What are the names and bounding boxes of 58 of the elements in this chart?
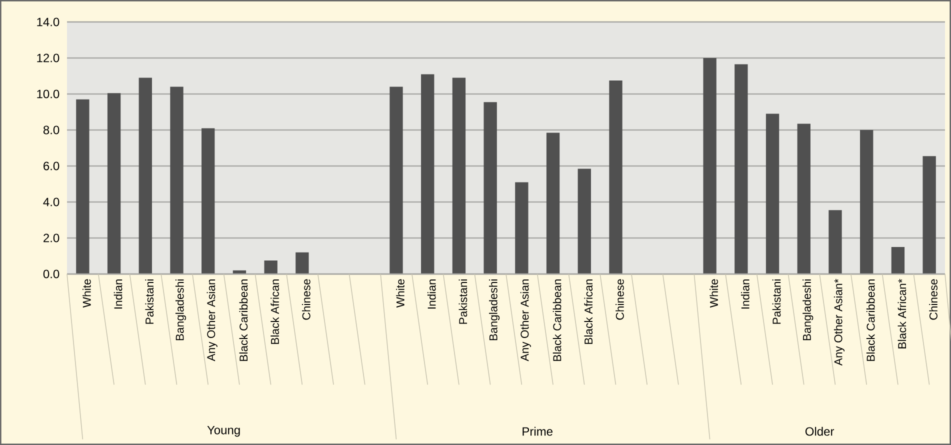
text: Young [207, 426, 240, 437]
x-tick-label: White [710, 279, 718, 308]
x-tick-label: Black African [270, 279, 279, 344]
bar [296, 252, 309, 274]
y-tick-label: 8.0 [43, 126, 60, 134]
bar [170, 86, 184, 274]
x-tick-label: Indian [114, 279, 122, 309]
x-tick-label: White [82, 279, 91, 308]
bar [264, 260, 278, 274]
x-tick-label: Black African [584, 279, 593, 344]
x-tick-label: Black African* [898, 278, 906, 348]
x-tick-label: Chinese [616, 279, 624, 320]
text: Older [805, 426, 834, 436]
bar [609, 80, 622, 274]
bar [797, 124, 810, 274]
bar [515, 182, 528, 274]
x-tick-label: Black Caribbean [866, 279, 875, 361]
x-tick-label: Bangladeshi [802, 279, 814, 340]
x-tick-label: Black Caribbean [239, 279, 248, 361]
bar [922, 156, 936, 274]
bar [421, 74, 434, 274]
bar [546, 132, 560, 274]
x-tick-label: Chinese [929, 279, 938, 320]
x-tick-label: Indian [427, 279, 436, 309]
x-tick-label: Pakistani [772, 279, 781, 324]
y-tick-label: 14.0 [37, 18, 60, 26]
x-tick-label: Any Other Asian* [834, 278, 845, 366]
y-tick-label: 0.0 [43, 270, 60, 278]
x-tick-label: Chinese [302, 279, 310, 320]
x-tick-label: Any Other Asian [520, 279, 531, 362]
y-tick-label: 12.0 [37, 54, 60, 62]
y-tick-label: 10.0 [37, 90, 60, 98]
bar [766, 114, 780, 274]
text: Prime [522, 426, 552, 436]
bar [484, 102, 497, 274]
y-tick-label: 4.0 [43, 198, 60, 206]
x-tick-label: Black Caribbean [552, 279, 562, 361]
bar [578, 168, 591, 274]
x-tick-label: White [396, 279, 404, 308]
bar [107, 93, 121, 274]
x-tick-label: Indian [741, 279, 750, 309]
bar [390, 86, 403, 274]
y-tick-label: 6.0 [44, 162, 60, 170]
x-tick-label: Any Other Asian [206, 279, 218, 362]
bar [76, 99, 90, 274]
bar [891, 246, 905, 274]
bar [452, 78, 466, 274]
y-tick-label: 2.0 [44, 234, 60, 242]
bar [138, 78, 152, 274]
bar [703, 58, 716, 274]
x-tick-label: Pakistani [145, 279, 154, 324]
x-tick-label: Pakistani [458, 279, 468, 324]
bar [734, 64, 748, 274]
bar [828, 210, 842, 274]
x-tick-label: Bangladeshi [489, 279, 500, 340]
bar [860, 130, 874, 274]
x-tick-label: Bangladeshi [175, 279, 186, 340]
bar [202, 128, 215, 274]
